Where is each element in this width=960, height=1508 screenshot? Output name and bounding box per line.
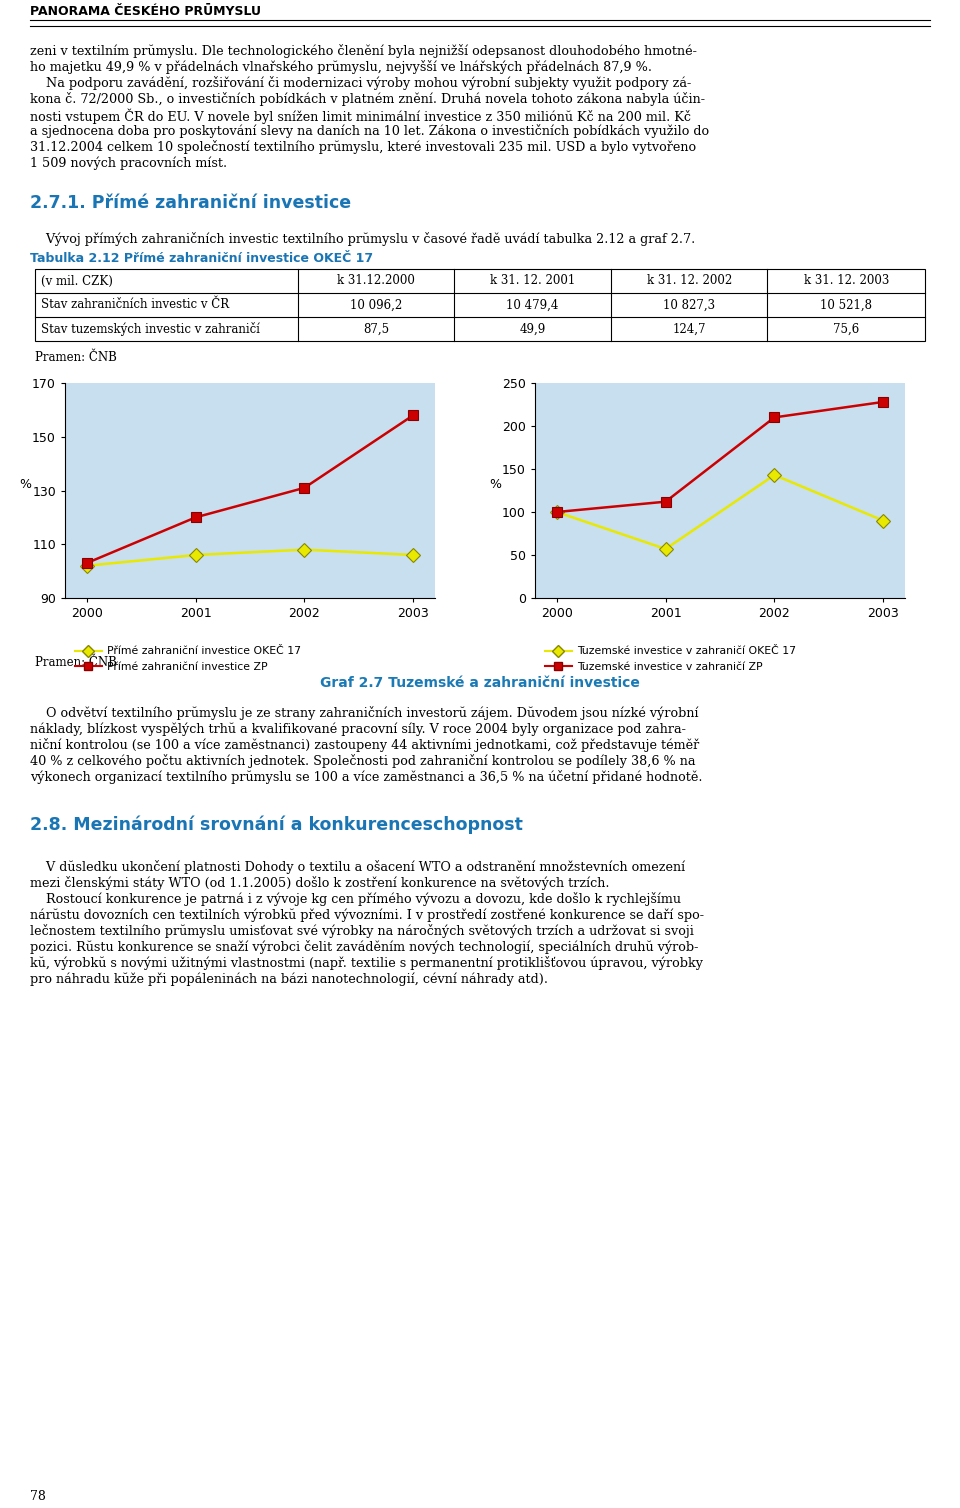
Text: Na podporu zavádění, rozšiřování či modernizaci výroby mohou výrobní subjekty vy: Na podporu zavádění, rozšiřování či mode… (30, 75, 691, 90)
Text: Vývoj přímých zahraničních investic textilního prŭmyslu v časové řadě uvádí tabu: Vývoj přímých zahraničních investic text… (30, 232, 695, 246)
Text: O odvětví textilního prŭmyslu je ze strany zahraničních investorŭ zájem. Dŭvodem: O odvětví textilního prŭmyslu je ze stra… (30, 706, 699, 719)
Text: lečnostem textilního prŭmyslu umisťovat své výrobky na náročných světových trzíc: lečnostem textilního prŭmyslu umisťovat … (30, 924, 694, 938)
Text: Pramen: ČNB: Pramen: ČNB (35, 656, 117, 670)
Text: k 31. 12. 2002: k 31. 12. 2002 (646, 274, 732, 288)
Text: 75,6: 75,6 (833, 323, 859, 335)
Bar (35, 268, 925, 341)
Text: zeni v textilním prŭmyslu. Dle technologického členění byla nejnižší odepsanost : zeni v textilním prŭmyslu. Dle technolog… (30, 44, 697, 57)
Text: kona č. 72/2000 Sb., o investičních pobídkách v platném znění. Druhá novela toho: kona č. 72/2000 Sb., o investičních pobí… (30, 92, 705, 106)
Text: 40 % z celkového počtu aktivních jednotek. Společnosti pod zahraniční kontrolou : 40 % z celkového počtu aktivních jednote… (30, 754, 695, 768)
Text: 2.8. Mezinárodní srovnání a konkurenceschopnost: 2.8. Mezinárodní srovnání a konkurencesc… (30, 816, 523, 834)
Text: niční kontrolou (se 100 a více zaměstnanci) zastoupeny 44 aktivními jednotkami, : niční kontrolou (se 100 a více zaměstnan… (30, 737, 699, 752)
Text: 31.12.2004 celkem 10 společností textilního prŭmyslu, které investovali 235 mil.: 31.12.2004 celkem 10 společností textiln… (30, 140, 696, 154)
Text: Rostoucí konkurence je patrná i z vývoje kg cen přímého vývozu a dovozu, kde doš: Rostoucí konkurence je patrná i z vývoje… (30, 893, 681, 906)
Text: 10 096,2: 10 096,2 (349, 299, 402, 312)
Text: 49,9: 49,9 (519, 323, 545, 335)
Legend: Tuzemské investice v zahraničí OKEČ 17, Tuzemské investice v zahraničí ZP: Tuzemské investice v zahraničí OKEČ 17, … (540, 642, 801, 676)
Text: pro náhradu kŭže při popáleninách na bázi nanotechnologií, cévní náhrady atd).: pro náhradu kŭže při popáleninách na báz… (30, 973, 548, 986)
Text: 87,5: 87,5 (363, 323, 389, 335)
Legend: Přímé zahraniční investice OKEČ 17, Přímé zahraniční investice ZP: Přímé zahraniční investice OKEČ 17, Přím… (70, 642, 305, 676)
Text: PANORAMA ČESKÉHO PRŪMYSLU: PANORAMA ČESKÉHO PRŪMYSLU (30, 5, 261, 18)
Text: 2.7.1. Přímé zahraniční investice: 2.7.1. Přímé zahraniční investice (30, 195, 351, 213)
Text: nárŭstu dovozních cen textilních výrobkŭ před vývozními. I v prostředí zostřené : nárŭstu dovozních cen textilních výrobkŭ… (30, 908, 704, 921)
Text: (v mil. CZK): (v mil. CZK) (41, 274, 113, 288)
Text: kŭ, výrobkŭ s novými užitnými vlastnostmi (např. textilie s permanentní protikli: kŭ, výrobkŭ s novými užitnými vlastnostm… (30, 956, 703, 970)
Text: a sjednocena doba pro poskytování slevy na daních na 10 let. Zákona o investiční: a sjednocena doba pro poskytování slevy … (30, 124, 709, 139)
Text: ho majetku 49,9 % v přádelnách vlnařského prŭmyslu, nejvyšší ve lnářských přádel: ho majetku 49,9 % v přádelnách vlnařskéh… (30, 60, 652, 74)
Text: k 31. 12. 2001: k 31. 12. 2001 (490, 274, 575, 288)
Text: k 31. 12. 2003: k 31. 12. 2003 (804, 274, 889, 288)
Text: 10 479,4: 10 479,4 (506, 299, 559, 312)
Text: k 31.12.2000: k 31.12.2000 (337, 274, 415, 288)
Text: Stav zahraničních investic v ČR: Stav zahraničních investic v ČR (41, 299, 229, 312)
Text: nosti vstupem ČR do EU. V novele byl snížen limit minimální investice z 350 mili: nosti vstupem ČR do EU. V novele byl sní… (30, 109, 691, 124)
Text: výkonech organizací textilního prŭmyslu se 100 a více zaměstnanci a 36,5 % na úč: výkonech organizací textilního prŭmyslu … (30, 771, 703, 784)
Text: 10 521,8: 10 521,8 (820, 299, 873, 312)
Text: Tabulka 2.12 Přímé zahraniční investice OKEČ 17: Tabulka 2.12 Přímé zahraniční investice … (30, 252, 373, 265)
Y-axis label: %: % (490, 478, 501, 490)
Text: 1 509 nových pracovních míst.: 1 509 nových pracovních míst. (30, 155, 228, 169)
Text: Graf 2.7 Tuzemské a zahraniční investice: Graf 2.7 Tuzemské a zahraniční investice (320, 676, 640, 691)
Text: V dŭsledku ukončení platnosti Dohody o textilu a ošacení WTO a odstranění množst: V dŭsledku ukončení platnosti Dohody o t… (30, 860, 685, 875)
Text: Pramen: ČNB: Pramen: ČNB (35, 351, 117, 363)
Text: pozici. Rŭstu konkurence se snaží výrobci čelit zaváděním nových technologií, sp: pozici. Rŭstu konkurence se snaží výrobc… (30, 939, 698, 955)
Text: 10 827,3: 10 827,3 (663, 299, 715, 312)
Y-axis label: %: % (19, 478, 31, 490)
Text: 78: 78 (30, 1490, 46, 1503)
Text: náklady, blízkost vyspělých trhŭ a kvalifikované pracovní síly. V roce 2004 byly: náklady, blízkost vyspělých trhŭ a kvali… (30, 722, 685, 736)
Text: mezi členskými státy WTO (od 1.1.2005) došlo k zostření konkurence na světových : mezi členskými státy WTO (od 1.1.2005) d… (30, 876, 610, 890)
Text: Stav tuzemských investic v zahraničí: Stav tuzemských investic v zahraničí (41, 323, 260, 336)
Text: 124,7: 124,7 (672, 323, 706, 335)
